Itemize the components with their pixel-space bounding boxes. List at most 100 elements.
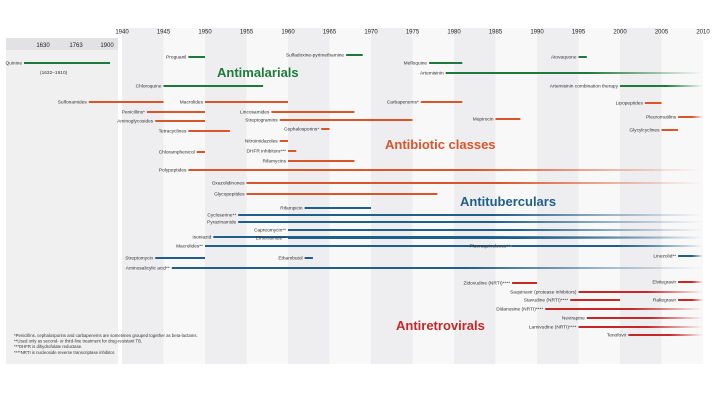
bar-fluoroquinolones-antitubercular: [512, 245, 703, 247]
year-band-1995: [578, 28, 620, 364]
label-streptogramins-antibiotic: Streptogramins: [245, 118, 278, 124]
label-rifampicin-antitubercular: Rifampicin: [280, 206, 303, 212]
drug-bars: [88, 54, 704, 336]
label-chloroquine-antimalarial: Chloroquine: [136, 84, 162, 90]
label-oxazolidinones-antibiotic: Oxazolidinones: [212, 181, 245, 187]
label-tenofovir-antiretroviral: Tenofovir: [607, 333, 627, 339]
year-band-1985: [495, 28, 537, 364]
bar-didanosine-nrti-antiretroviral: [545, 308, 703, 310]
category-title-antibiotic: Antibiotic classes: [385, 137, 496, 152]
bar-pyrazinamide-antitubercular: [238, 221, 703, 223]
label-proguanil-antimalarial: Proguanil: [166, 55, 186, 61]
label-pyrazinamide-antitubercular: Pyrazinamide: [207, 220, 236, 226]
bar-aminosalicylic-acid-antitubercular: [171, 267, 704, 269]
year-band-1970: [371, 28, 413, 364]
year-band-1955: [246, 28, 288, 364]
category-titles: Antimalarials Antibiotic classes Antituber…: [217, 65, 556, 333]
bar-penicillins-antibiotic: [146, 111, 205, 113]
year-tick-1940: 1940: [115, 30, 129, 36]
label-lamivudine-nrti-antiretroviral: Lamivudine (NRTI)****: [529, 325, 577, 331]
bar-oxazolidinones-antibiotic: [246, 182, 703, 184]
label-macrolides-antibiotic: Macrolides: [180, 100, 204, 106]
year-tick-1970: 1970: [364, 30, 378, 36]
label-stavudine-nrti-antiretroviral: Stavudine (NRTI)****: [524, 298, 569, 304]
bar-capreomycin-antitubercular: [288, 229, 703, 231]
label-aminoglycosides-antibiotic: Aminoglycosides: [117, 119, 154, 125]
bar-cycloserine-antitubercular: [238, 214, 703, 216]
label-zidovudine-nrti-antiretroviral: Zidovudine (NRTI)****: [464, 281, 511, 287]
bar-sulfonamides-antibiotic: [88, 101, 164, 103]
label-ethambutol-antitubercular: Ethambutol: [278, 256, 302, 262]
bar-ethambutol-antitubercular: [304, 257, 313, 259]
year-tick-1960: 1960: [281, 30, 295, 36]
footnote-4: ****NRTI is nucleoside reverse transcrip…: [14, 350, 115, 355]
bar-macrolides-antibiotic: [205, 101, 288, 103]
label-linezolid-antitubercular: Linezolid**: [653, 254, 676, 260]
year-band-1980: [454, 28, 496, 364]
bar-lincosamides-antibiotic: [271, 111, 355, 113]
footnote-2: **Used only as second- or third-line tre…: [14, 339, 142, 344]
label-nitroimidazoles-antibiotic: Nitroimidazoles: [245, 139, 278, 145]
bar-polypeptides-antibiotic: [188, 169, 703, 171]
bar-ethionamide-antitubercular: [288, 237, 703, 239]
bar-carbapenems-antibiotic: [420, 101, 463, 103]
bar-cephalosporins-antibiotic: [321, 128, 330, 130]
bar-streptogramins-antibiotic: [279, 119, 413, 121]
bar-quinine: [24, 62, 110, 64]
label-isoniazid-antitubercular: Isoniazid: [192, 235, 211, 241]
label-rifamycins-antibiotic: Rifamycins: [263, 159, 287, 165]
early-tick-1900: 1900: [100, 43, 114, 49]
year-tick-1975: 1975: [406, 30, 420, 36]
label-ethionamide-antitubercular: Ethionamide**: [256, 236, 287, 242]
early-era-header: [6, 38, 118, 50]
early-era-band: [6, 38, 118, 364]
year-tick-1980: 1980: [447, 30, 461, 36]
label-didanosine-nrti-antiretroviral: Didanosine (NRTI)****: [496, 307, 543, 313]
label-raltegravir-antiretroviral: Raltegravir: [653, 298, 677, 304]
label-polypeptides-antibiotic: Polypeptides: [159, 168, 187, 174]
label-nevirapine-antiretroviral: Nevirapine: [562, 316, 585, 322]
label-quinine: Quinine: [5, 61, 22, 67]
year-tick-1945: 1945: [157, 30, 171, 36]
year-tick-1990: 1990: [530, 30, 544, 36]
footnote-3: ***DHFR is dihydrofolate reductase.: [14, 344, 82, 349]
year-tick-1950: 1950: [198, 30, 212, 36]
label-cephalosporins-antibiotic: Cephalosporins*: [284, 127, 319, 133]
label-cycloserine-antitubercular: Cycloserine**: [207, 213, 236, 219]
early-tick-1763: 1763: [69, 43, 83, 49]
year-tick-2005: 2005: [655, 30, 669, 36]
year-band-1965: [329, 28, 371, 364]
bar-mefloquine-antimalarial: [429, 62, 463, 64]
year-bands: [6, 28, 703, 364]
bar-saquinavir-protease-inhibitors-antiretroviral: [578, 291, 703, 293]
label-lipopeptides-antibiotic: Lipopeptides: [616, 101, 644, 107]
bar-dhfr-inhibitors-antibiotic: [288, 150, 297, 152]
label-artemisinin-combination-therapy-antimalarial: Artemisinin combination therapy: [550, 84, 619, 90]
bar-sulfadoxine-pyrimethamine-antimalarial: [346, 54, 363, 56]
footnotes: *Penicillins, cephalosporins and carbape…: [14, 333, 198, 355]
label-saquinavir-protease-inhibitors-antiretroviral: Saquinavir (protease inhibitors): [510, 290, 577, 296]
label-streptomycin-antitubercular: Streptomycin: [125, 256, 153, 262]
label-sulfonamides-antibiotic: Sulfonamides: [58, 100, 88, 106]
year-band-1940: [122, 28, 164, 364]
bar-streptomycin-antitubercular: [155, 257, 205, 259]
bar-glycopeptides-antibiotic: [246, 193, 438, 195]
bar-proguanil-antimalarial: [188, 56, 205, 58]
bar-nevirapine-antiretroviral: [586, 317, 703, 319]
label-atovaquone-antimalarial: Atovaquone: [551, 55, 577, 61]
year-tick-1965: 1965: [323, 30, 337, 36]
bar-zidovudine-nrti-antiretroviral: [512, 282, 537, 284]
bar-mupirocin-antibiotic: [495, 118, 521, 120]
year-tick-2010: 2010: [696, 30, 710, 36]
year-tick-2000: 2000: [613, 30, 627, 36]
label-mefloquine-antimalarial: Mefloquine: [404, 61, 428, 67]
bar-linezolid-antitubercular: [678, 255, 703, 257]
category-title-antiretroviral: Antiretrovirals: [396, 318, 485, 333]
early-tick-1630: 1630: [36, 43, 50, 49]
year-band-2000: [620, 28, 662, 364]
year-tick-1985: 1985: [489, 30, 503, 36]
bar-chloramphenicol-antibiotic: [196, 151, 205, 153]
bar-lamivudine-nrti-antiretroviral: [578, 326, 703, 328]
bar-rifamycins-antibiotic: [288, 160, 355, 162]
